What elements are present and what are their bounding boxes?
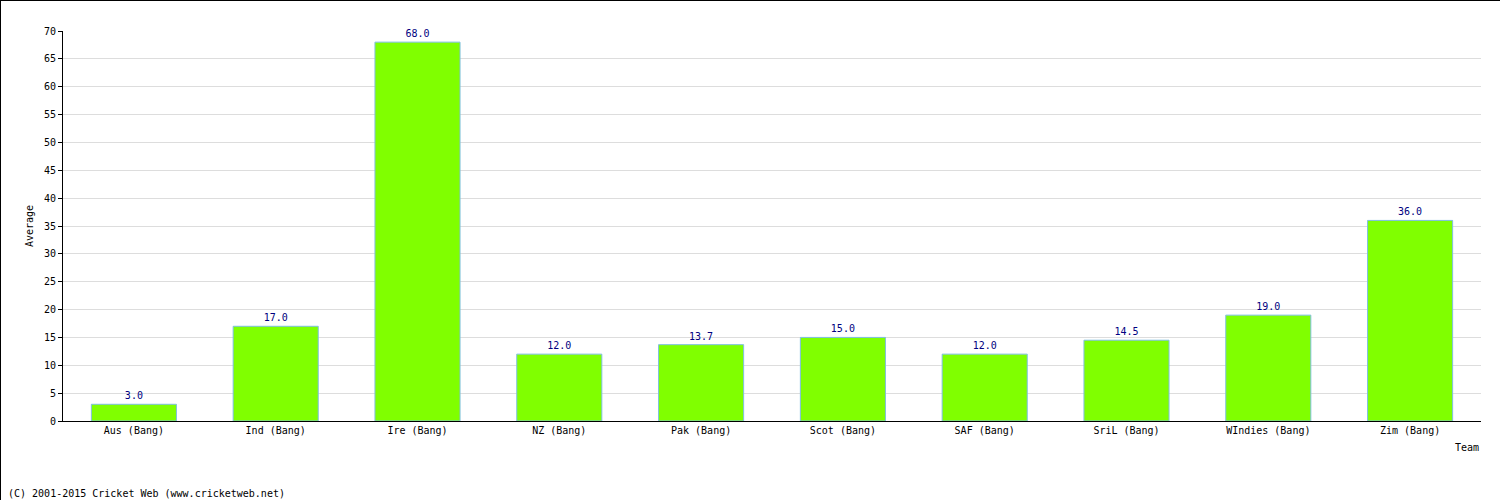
svg-text:65: 65 bbox=[44, 53, 56, 64]
svg-text:Zim (Bang): Zim (Bang) bbox=[1380, 425, 1440, 436]
svg-text:12.0: 12.0 bbox=[547, 340, 571, 351]
svg-text:35: 35 bbox=[44, 221, 56, 232]
svg-text:30: 30 bbox=[44, 248, 56, 259]
svg-text:Aus (Bang): Aus (Bang) bbox=[104, 425, 164, 436]
svg-text:70: 70 bbox=[44, 26, 56, 37]
svg-text:SriL (Bang): SriL (Bang) bbox=[1093, 425, 1159, 436]
svg-text:(C) 2001-2015 Cricket Web (www: (C) 2001-2015 Cricket Web (www.cricketwe… bbox=[8, 488, 285, 499]
svg-text:Pak (Bang): Pak (Bang) bbox=[671, 425, 731, 436]
svg-text:10: 10 bbox=[44, 360, 56, 371]
svg-text:SAF (Bang): SAF (Bang) bbox=[955, 425, 1015, 436]
svg-text:Ind (Bang): Ind (Bang) bbox=[246, 425, 306, 436]
svg-text:60: 60 bbox=[44, 81, 56, 92]
svg-text:36.0: 36.0 bbox=[1398, 206, 1422, 217]
svg-text:15: 15 bbox=[44, 332, 56, 343]
svg-text:Ire (Bang): Ire (Bang) bbox=[387, 425, 447, 436]
svg-text:20: 20 bbox=[44, 304, 56, 315]
svg-text:Team: Team bbox=[1455, 442, 1479, 453]
svg-text:5: 5 bbox=[50, 388, 56, 399]
svg-text:17.0: 17.0 bbox=[264, 312, 288, 323]
svg-text:Average: Average bbox=[24, 205, 35, 247]
svg-text:50: 50 bbox=[44, 137, 56, 148]
svg-text:3.0: 3.0 bbox=[125, 390, 143, 401]
svg-text:Scot (Bang): Scot (Bang) bbox=[810, 425, 876, 436]
svg-text:14.5: 14.5 bbox=[1114, 326, 1138, 337]
svg-text:13.7: 13.7 bbox=[689, 331, 713, 342]
svg-text:12.0: 12.0 bbox=[973, 340, 997, 351]
svg-text:68.0: 68.0 bbox=[405, 28, 429, 39]
svg-text:55: 55 bbox=[44, 109, 56, 120]
svg-text:15.0: 15.0 bbox=[831, 323, 855, 334]
svg-text:NZ (Bang): NZ (Bang) bbox=[532, 425, 586, 436]
svg-text:0: 0 bbox=[50, 416, 56, 427]
svg-text:19.0: 19.0 bbox=[1256, 301, 1280, 312]
svg-text:40: 40 bbox=[44, 193, 56, 204]
svg-text:WIndies (Bang): WIndies (Bang) bbox=[1226, 425, 1310, 436]
svg-text:25: 25 bbox=[44, 276, 56, 287]
svg-text:45: 45 bbox=[44, 165, 56, 176]
